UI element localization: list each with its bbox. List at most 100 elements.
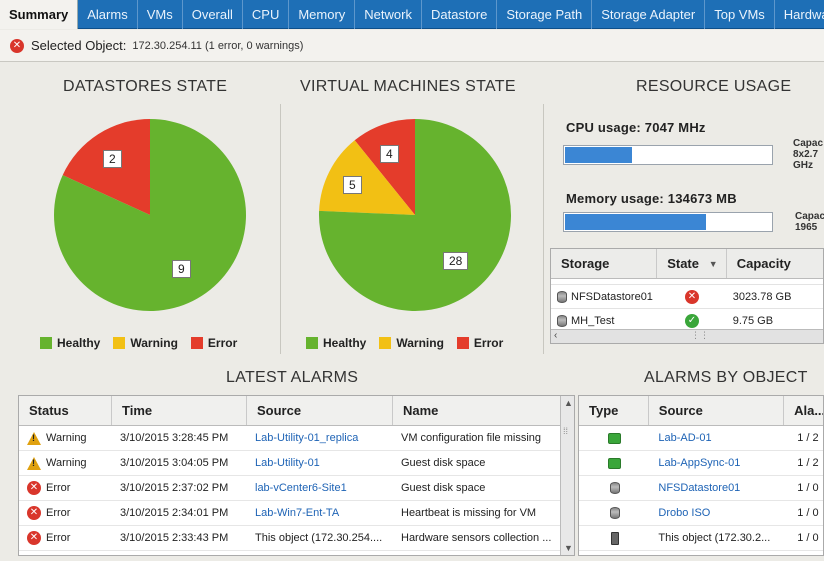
alarm-name: Guest disk space xyxy=(401,457,486,469)
object-alarm-count: 1 / 2 xyxy=(797,457,819,469)
tab-overall[interactable]: Overall xyxy=(183,0,243,29)
horizontal-scrollbar[interactable]: ‹ ⋮⋮ xyxy=(551,329,823,343)
vertical-scrollbar[interactable]: ▲ ⁞⁞ ▼ xyxy=(560,396,574,555)
alarm-time: 3/10/2015 3:28:45 PM xyxy=(120,432,229,444)
vm-icon xyxy=(608,432,622,444)
error-swatch xyxy=(456,337,469,349)
tab-top-vms[interactable]: Top VMs xyxy=(705,0,775,29)
cpu-capacity-line: 8x2.7 xyxy=(793,149,819,160)
host-icon xyxy=(610,531,619,545)
partial-row xyxy=(551,279,823,285)
storage-table-header: Storage State ▼ Capacity xyxy=(551,249,823,279)
col-time[interactable]: Time xyxy=(112,396,247,425)
table-row[interactable]: NFSDatastore01 ✕ 3023.78 GB xyxy=(551,285,823,309)
cpu-capacity-line: Capac xyxy=(793,138,824,149)
cpu-usage-fill xyxy=(565,147,632,163)
scroll-grip-icon[interactable]: ⋮⋮ xyxy=(691,330,709,340)
scroll-left-icon[interactable]: ‹ xyxy=(554,330,558,341)
table-row[interactable]: This object (172.30.2... 1 / 0 xyxy=(579,526,823,551)
col-storage[interactable]: Storage xyxy=(551,249,658,278)
warning-swatch xyxy=(379,337,392,349)
tab-storage-path[interactable]: Storage Path xyxy=(497,0,593,29)
storage-capacity: 3023.78 GB xyxy=(732,290,792,303)
scroll-up-icon[interactable]: ▲ xyxy=(564,398,573,408)
datastores-state-title: DATASTORES STATE xyxy=(63,78,228,95)
col-type[interactable]: Type xyxy=(579,396,649,425)
tab-vms[interactable]: VMs xyxy=(138,0,183,29)
alarm-name: VM configuration file missing xyxy=(401,432,542,444)
tab-memory[interactable]: Memory xyxy=(289,0,356,29)
col-name[interactable]: Name xyxy=(403,403,439,418)
memory-capacity: Capac 1965 xyxy=(795,211,824,233)
pie-label-vms-warning: 5 xyxy=(343,176,362,194)
datastore-icon xyxy=(557,314,567,327)
warning-icon xyxy=(27,431,41,445)
tab-alarms[interactable]: Alarms xyxy=(78,0,138,29)
col-source[interactable]: Source xyxy=(649,396,785,425)
col-state[interactable]: State ▼ xyxy=(657,249,727,278)
table-row[interactable]: Warning 3/10/2015 3:28:45 PM Lab-Utility-0… xyxy=(19,426,574,451)
tab-cpu[interactable]: CPU xyxy=(243,0,290,29)
datastores-legend: Healthy Warning Error xyxy=(40,336,250,350)
object-source[interactable]: NFSDatastore01 xyxy=(658,482,741,494)
tab-bar: Summary Alarms VMs Overall CPU Memory Ne… xyxy=(0,0,824,29)
table-row[interactable]: Lab-AD-01 1 / 2 xyxy=(579,426,823,451)
tab-summary[interactable]: Summary xyxy=(0,0,79,29)
legend-healthy: Healthy xyxy=(57,336,101,350)
selected-object-label: Selected Object: xyxy=(31,38,127,53)
scroll-down-icon[interactable]: ▼ xyxy=(564,543,573,553)
tab-network[interactable]: Network xyxy=(355,0,422,29)
table-row[interactable]: Drobo ISO 1 / 0 xyxy=(579,501,823,526)
warning-icon xyxy=(27,456,41,470)
selected-object-bar: ✕ Selected Object: 172.30.254.11 (1 erro… xyxy=(0,30,824,62)
object-source[interactable]: Lab-AD-01 xyxy=(658,432,712,444)
alarms-by-object-title: ALARMS BY OBJECT xyxy=(644,369,808,386)
object-source[interactable]: Drobo ISO xyxy=(658,507,711,519)
col-capacity[interactable]: Capacity xyxy=(736,256,791,271)
tab-hardware[interactable]: Hardware xyxy=(775,0,824,29)
col-source[interactable]: Source xyxy=(247,396,393,425)
table-row[interactable]: ✕ Error 3/10/2015 2:37:02 PM lab-vCenter6-S… xyxy=(19,476,574,501)
storage-name: NFSDatastore01 xyxy=(571,290,653,303)
memory-usage-bar xyxy=(563,212,773,232)
col-status[interactable]: Status xyxy=(19,396,112,425)
legend-healthy: Healthy xyxy=(323,336,367,350)
vms-legend: Healthy Warning Error xyxy=(306,336,516,350)
alarm-source[interactable]: Lab-Utility-01 xyxy=(255,457,320,469)
latest-alarms-header: Status Time Source Name xyxy=(19,396,574,426)
table-row[interactable]: Lab-AppSync-01 1 / 2 xyxy=(579,451,823,476)
error-icon: ✕ xyxy=(27,531,41,545)
ok-check-icon: ✓ xyxy=(684,313,699,328)
table-row[interactable]: ✕ Error 3/10/2015 2:34:01 PM Lab-Win7-Ent-T… xyxy=(19,501,574,526)
pie-label-datastores-error: 2 xyxy=(103,150,122,168)
table-row[interactable]: Warning 3/10/2015 3:04:05 PM Lab-Utility-0… xyxy=(19,451,574,476)
table-row[interactable]: ✕ Error 3/10/2015 2:33:43 PM This object (1… xyxy=(19,526,574,551)
table-row[interactable]: NFSDatastore01 1 / 0 xyxy=(579,476,823,501)
tab-datastore[interactable]: Datastore xyxy=(422,0,498,29)
sort-arrow-icon: ▼ xyxy=(708,259,718,269)
vm-icon xyxy=(608,457,622,469)
col-alarms[interactable]: Ala... xyxy=(794,403,823,418)
alarm-time: 3/10/2015 3:04:05 PM xyxy=(120,457,229,469)
object-source[interactable]: Lab-AppSync-01 xyxy=(658,457,741,469)
object-alarm-count: 1 / 2 xyxy=(797,432,819,444)
tab-storage-adapter[interactable]: Storage Adapter xyxy=(592,0,706,29)
table-row[interactable]: MH_Test ✓ 9.75 GB xyxy=(551,309,823,333)
error-icon: ✕ xyxy=(27,481,41,495)
datastore-icon xyxy=(609,482,620,494)
storage-capacity: 9.75 GB xyxy=(732,314,774,327)
selected-object-value: 172.30.254.11 (1 error, 0 warnings) xyxy=(132,39,304,52)
object-alarm-count: 1 / 0 xyxy=(797,507,819,519)
memory-usage-label: Memory usage: 134673 MB xyxy=(566,191,737,206)
pie-label-datastores-healthy: 9 xyxy=(172,260,191,278)
latest-alarms-title: LATEST ALARMS xyxy=(226,369,359,386)
alarm-source[interactable]: Lab-Win7-Ent-TA xyxy=(255,507,340,519)
alarm-source[interactable]: lab-vCenter6-Site1 xyxy=(255,482,347,494)
error-icon: ✕ xyxy=(684,289,699,304)
memory-usage-fill xyxy=(565,214,707,230)
object-alarm-count: 1 / 0 xyxy=(797,532,819,544)
alarm-source[interactable]: Lab-Utility-01_replica xyxy=(255,432,359,444)
alarm-status: Warning xyxy=(46,432,87,444)
error-icon: ✕ xyxy=(27,506,41,520)
scroll-grip-icon[interactable]: ⁞⁞ xyxy=(563,426,569,436)
